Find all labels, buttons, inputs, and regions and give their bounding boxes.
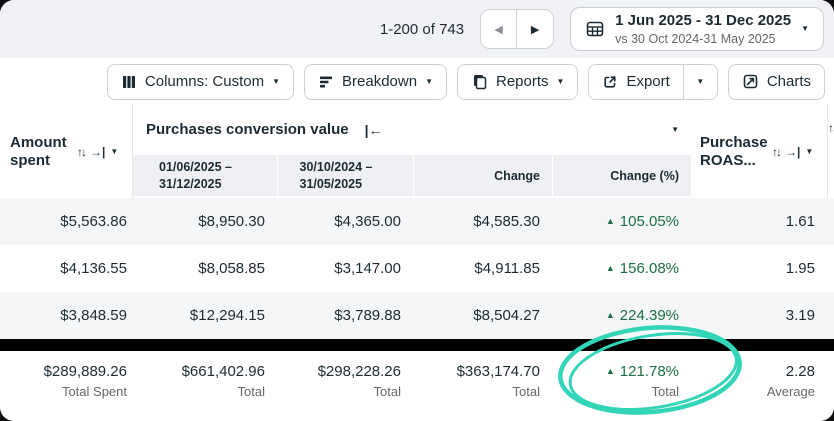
totals-row: $289,889.26 Total Spent $661,402.96 Tota… bbox=[0, 351, 834, 421]
sort-icon[interactable]: ↑↓ bbox=[772, 144, 782, 159]
cell-edge bbox=[827, 245, 834, 292]
subheader-current-period[interactable]: 01/06/2025 – 31/12/2025 bbox=[133, 155, 277, 198]
result-count: 1-200 of 743 bbox=[379, 20, 465, 38]
cell-change-percent: ▲ 105.05% bbox=[605, 213, 679, 230]
cell-change-percent: ▲ 224.39% bbox=[605, 307, 679, 324]
table-row: $5,563.86 $8,950.30 $4,365.00 $4,585.30 … bbox=[0, 198, 834, 245]
sort-icon[interactable]: ↑↓ bbox=[77, 144, 87, 159]
pin-column-icon[interactable]: →| bbox=[90, 144, 106, 159]
reports-icon bbox=[471, 73, 488, 90]
totals-separator-bar bbox=[0, 339, 834, 351]
breakdown-button-label: Breakdown bbox=[342, 73, 418, 90]
previous-page-icon: ◀ bbox=[494, 23, 503, 36]
column-header-amount-spent[interactable]: Amount spent ↑↓ →| ▼ bbox=[0, 105, 133, 198]
date-range-primary: 1 Jun 2025 - 31 Dec 2025 bbox=[615, 12, 792, 30]
sort-icon: ↑↓ bbox=[828, 121, 834, 135]
total-change: $363,174.70 Total bbox=[456, 363, 540, 399]
reports-button[interactable]: Reports ▼ bbox=[457, 63, 579, 100]
column-header-purchase-roas[interactable]: Purchase ROAS... ↑↓ →| ▼ bbox=[691, 105, 827, 198]
increase-arrow-icon: ▲ bbox=[605, 263, 615, 273]
subheader-change-percent[interactable]: Change (%) bbox=[552, 155, 691, 198]
chevron-down-icon: ▼ bbox=[272, 76, 281, 86]
cell-purchase-roas: 1.95 bbox=[785, 260, 815, 277]
purchase-roas-header-label: Purchase ROAS... bbox=[700, 133, 768, 169]
previous-page-button[interactable]: ◀ bbox=[481, 10, 518, 48]
chevron-down-icon[interactable]: ▼ bbox=[110, 146, 119, 156]
chevron-down-icon[interactable]: ▼ bbox=[805, 146, 814, 156]
next-page-button[interactable]: ▶ bbox=[517, 10, 554, 48]
total-current-period: $661,402.96 Total bbox=[181, 363, 265, 399]
cell-edge bbox=[827, 351, 834, 421]
amount-spent-header-label: Amount spent bbox=[10, 133, 67, 169]
date-range-button[interactable]: 1 Jun 2025 - 31 Dec 2025 vs 30 Oct 2024-… bbox=[570, 7, 824, 51]
increase-arrow-icon: ▲ bbox=[605, 366, 615, 376]
cell-amount-spent: $5,563.86 bbox=[60, 213, 127, 230]
cell-edge bbox=[827, 292, 834, 339]
cell-previous-period: $3,147.00 bbox=[334, 260, 401, 277]
cell-change: $4,911.85 bbox=[474, 260, 540, 277]
export-button[interactable]: Export bbox=[589, 64, 683, 99]
charts-button-label: Charts bbox=[766, 73, 811, 90]
charts-icon bbox=[742, 73, 759, 90]
purchase-roas-header-icons: ↑↓ →| ▼ bbox=[772, 145, 813, 159]
cell-current-period: $12,294.15 bbox=[189, 307, 265, 324]
top-bar: 1-200 of 743 ◀ ▶ 1 Jun 2025 - 31 Dec 20 bbox=[0, 0, 834, 58]
chevron-down-icon[interactable]: ▼ bbox=[671, 125, 679, 134]
total-previous-period: $298,228.26 Total bbox=[317, 363, 401, 399]
cell-amount-spent: $3,848.59 bbox=[60, 307, 127, 324]
increase-arrow-icon: ▲ bbox=[605, 310, 615, 320]
date-range-comparison: vs 30 Oct 2024-31 May 2025 bbox=[615, 31, 776, 46]
report-table: Amount spent ↑↓ →| ▼ Purchases conversio… bbox=[0, 105, 834, 421]
reports-button-label: Reports bbox=[496, 73, 549, 90]
comparison-subheader-row: 01/06/2025 – 31/12/2025 30/10/2024 – 31/… bbox=[133, 155, 691, 198]
breakdown-button[interactable]: Breakdown ▼ bbox=[304, 63, 447, 100]
total-purchase-roas: 2.28 Average bbox=[766, 363, 815, 399]
table-row: $3,848.59 $12,294.15 $3,789.88 $8,504.27… bbox=[0, 292, 834, 339]
subheader-change[interactable]: Change bbox=[413, 155, 552, 198]
group-header-label: Purchases conversion value bbox=[146, 121, 349, 138]
cell-amount-spent: $4,136.55 bbox=[60, 260, 127, 277]
comparison-group-column: Purchases conversion value |← ▼ 01/06/20… bbox=[133, 105, 691, 198]
columns-button[interactable]: Columns: Custom ▼ bbox=[106, 63, 295, 100]
next-page-icon: ▶ bbox=[530, 23, 540, 36]
toolbar: Columns: Custom ▼ Breakdown ▼ Reports bbox=[0, 58, 834, 105]
cell-purchase-roas: 3.19 bbox=[785, 307, 815, 324]
cell-current-period: $8,058.85 bbox=[198, 260, 265, 277]
cell-previous-period: $3,789.88 bbox=[334, 307, 401, 324]
pagination-control: ◀ ▶ bbox=[480, 9, 555, 49]
cell-change: $4,585.30 bbox=[473, 213, 540, 230]
cell-edge bbox=[827, 198, 834, 245]
export-icon bbox=[602, 74, 618, 90]
cell-change-percent: ▲ 156.08% bbox=[605, 260, 679, 277]
pin-column-icon[interactable]: →| bbox=[785, 144, 801, 159]
increase-arrow-icon: ▲ bbox=[605, 216, 615, 226]
total-amount-spent: $289,889.26 Total Spent bbox=[43, 363, 127, 399]
table-row: $4,136.55 $8,058.85 $3,147.00 $4,911.85 … bbox=[0, 245, 834, 292]
total-change-percent: ▲ 121.78% Total bbox=[605, 363, 679, 399]
export-button-label: Export bbox=[626, 73, 670, 90]
breakdown-icon bbox=[318, 74, 334, 90]
chevron-down-icon: ▼ bbox=[801, 24, 809, 33]
subheader-previous-period[interactable]: 30/10/2024 – 31/05/2025 bbox=[277, 155, 413, 198]
export-options-button[interactable]: ▼ bbox=[682, 64, 717, 99]
cell-current-period: $8,950.30 bbox=[198, 213, 265, 230]
cell-purchase-roas: 1.61 bbox=[785, 213, 815, 230]
calendar-icon bbox=[585, 19, 605, 39]
export-split-button: Export ▼ bbox=[588, 63, 718, 100]
amount-spent-header-icons: ↑↓ →| ▼ bbox=[77, 145, 118, 159]
date-range-texts: 1 Jun 2025 - 31 Dec 2025 vs 30 Oct 2024-… bbox=[615, 11, 791, 47]
chevron-down-icon: ▼ bbox=[556, 76, 565, 86]
columns-icon bbox=[121, 74, 137, 90]
charts-button[interactable]: Charts bbox=[727, 63, 825, 100]
cell-previous-period: $4,365.00 bbox=[334, 213, 401, 230]
column-group-header-purchases-conversion-value[interactable]: Purchases conversion value |← ▼ bbox=[133, 105, 691, 155]
chevron-down-icon: ▼ bbox=[696, 76, 705, 86]
collapse-comparison-icon[interactable]: |← bbox=[364, 122, 383, 138]
cell-change: $8,504.27 bbox=[473, 307, 540, 324]
table-header: Amount spent ↑↓ →| ▼ Purchases conversio… bbox=[0, 105, 834, 198]
chevron-down-icon: ▼ bbox=[425, 76, 433, 86]
next-column-edge: ↑↓ bbox=[827, 105, 834, 198]
columns-button-label: Columns: Custom bbox=[144, 73, 265, 90]
